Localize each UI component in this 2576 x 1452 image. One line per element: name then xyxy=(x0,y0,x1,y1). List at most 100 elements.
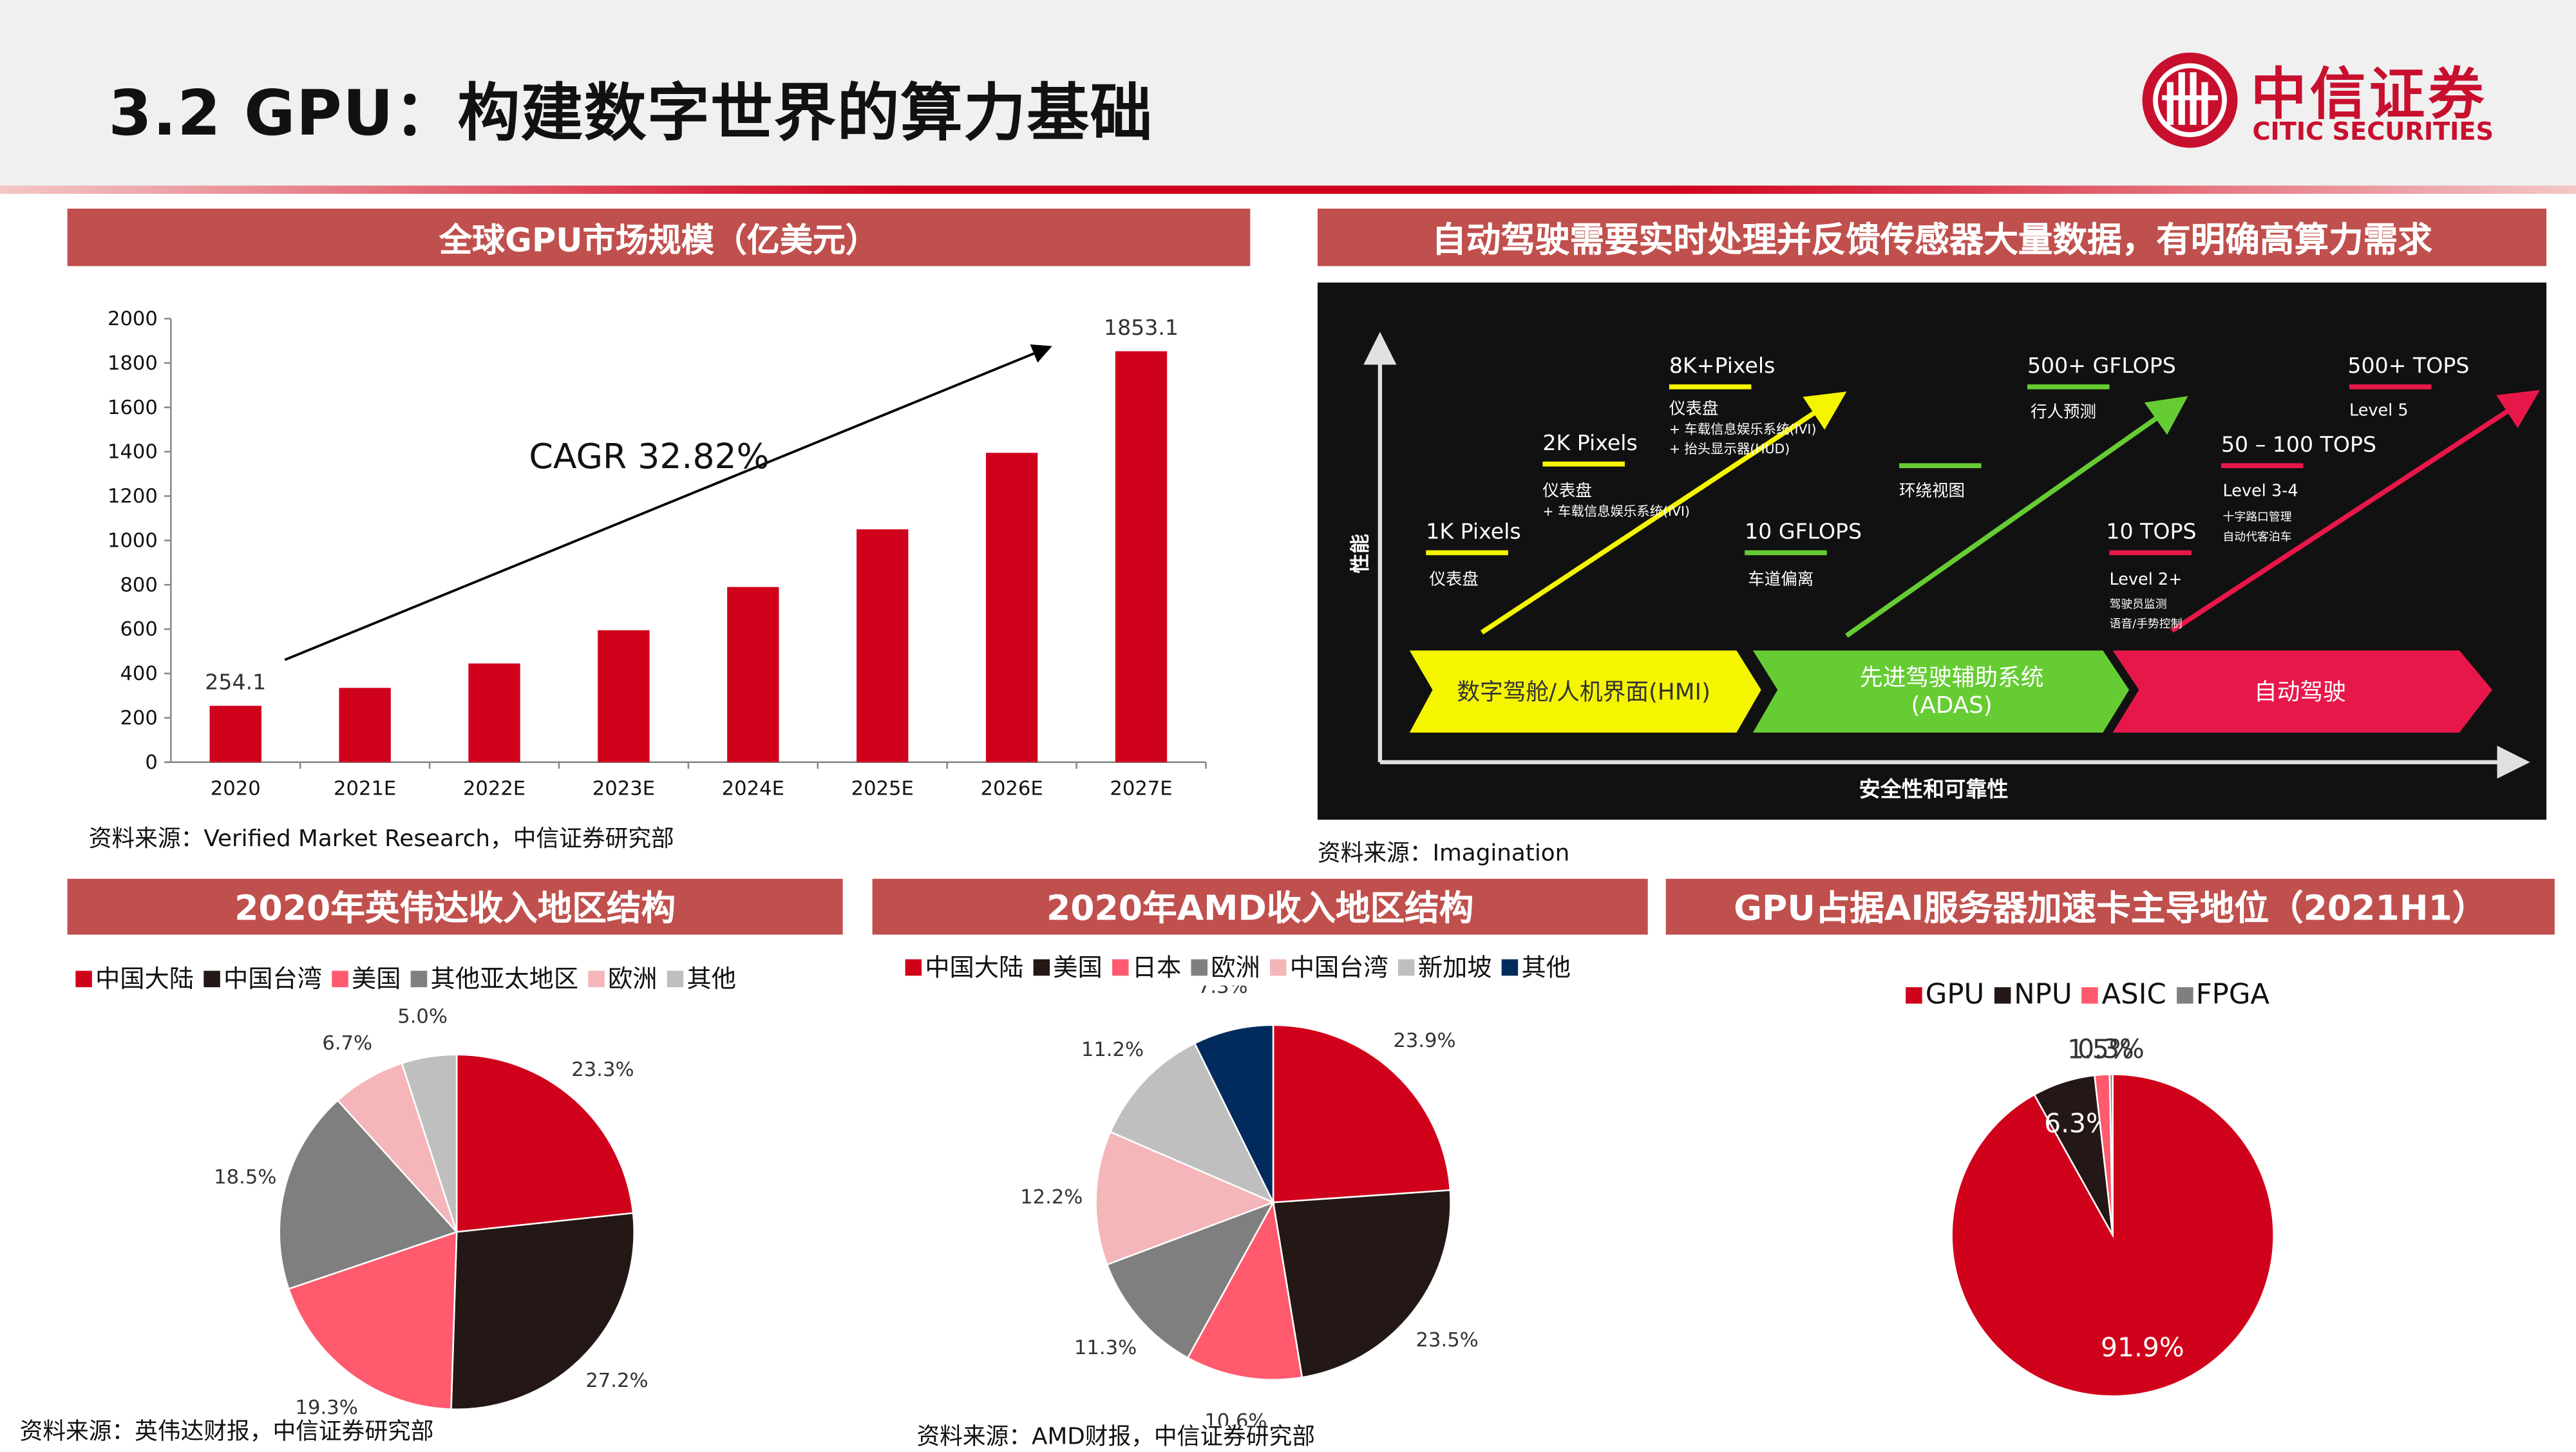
legend-swatch xyxy=(1994,987,2011,1004)
stage-autonomous-label: 自动驾驶 xyxy=(2254,679,2346,706)
pie-slice xyxy=(287,1230,458,1410)
label-8k-sub: 仪表盘 xyxy=(1669,399,1719,419)
legend-item: 美国 xyxy=(332,961,401,995)
trend-arrow-yellow xyxy=(1480,391,1847,635)
legend-label: 美国 xyxy=(351,964,401,994)
legend-item: 其他 xyxy=(1501,949,1571,984)
pie-slice xyxy=(1193,1024,1274,1203)
label-50-100-tops-sub3: 自动代客泊车 xyxy=(2223,530,2292,543)
pie-slice xyxy=(1186,1200,1303,1381)
label-1k-sub: 仪表盘 xyxy=(1429,570,1479,589)
amd-section-title: 2020年AMD收入地区结构 xyxy=(872,878,1648,935)
label-10-gflops: 10 GFLOPS xyxy=(1745,519,1862,544)
legend-label: 其他亚太地区 xyxy=(430,964,579,994)
label-500-gflops-sub: 行人预测 xyxy=(2031,402,2096,422)
legend-item: 美国 xyxy=(1033,949,1103,984)
pie-value-label: 6.7% xyxy=(322,1032,372,1055)
x-tick-label: 2025E xyxy=(851,778,914,800)
legend-item: 欧洲 xyxy=(1191,949,1260,984)
ai-accelerator-pie-chart: 91.9%6.3%1.5%0.3% xyxy=(1951,1033,2275,1397)
pie-slice xyxy=(1272,1024,1452,1203)
x-tick-label: 2023E xyxy=(592,778,655,800)
pie-slice xyxy=(2108,1073,2114,1236)
pie-slice xyxy=(450,1212,635,1411)
bar-data-label: 254.1 xyxy=(205,670,266,695)
nvidia-legend: 中国大陆 中国台湾 美国 其他亚太地区 欧洲 其他 xyxy=(75,961,736,995)
legend-swatch xyxy=(332,970,348,986)
stage-hmi-label: 数字驾舱/人机界面(HMI) xyxy=(1457,679,1710,706)
label-8k-sub2: + 车载信息娱乐系统(IVI) xyxy=(1669,421,1817,437)
x-tick-label: 2027E xyxy=(1110,778,1172,800)
legend-swatch xyxy=(410,970,428,986)
legend-item: 中国大陆 xyxy=(905,949,1023,984)
legend-label: 欧洲 xyxy=(1211,952,1260,983)
legend-swatch xyxy=(75,970,92,986)
legend-label: FPGA xyxy=(2195,979,2270,1012)
x-tick-label: 2026E xyxy=(980,778,1043,800)
legend-swatch xyxy=(905,958,922,976)
amd-pie-chart: 23.9% 23.5% 10.6% 11.3% 12.2% 11.2% 7.3% xyxy=(1020,986,1479,1426)
page-title: 3.2 GPU：构建数字世界的算力基础 xyxy=(108,77,1153,150)
y-tick-label: 400 xyxy=(120,663,157,685)
legend-item: 中国台湾 xyxy=(204,961,322,995)
pie-slice xyxy=(1109,1042,1275,1204)
ai-accelerator-legend: GPU NPU ASIC FPGA xyxy=(1906,979,2269,1012)
label-500-tops-underline xyxy=(2349,384,2432,390)
legend-item: ASIC xyxy=(2081,979,2166,1012)
pie-value-label: 23.3% xyxy=(571,1059,634,1081)
legend-swatch xyxy=(667,970,684,986)
legend-label: 中国台湾 xyxy=(1289,952,1388,983)
legend-label: NPU xyxy=(2014,979,2072,1012)
label-500-gflops: 500+ GFLOPS xyxy=(2027,353,2176,378)
legend-label: 其他 xyxy=(1521,952,1571,983)
autonomous-driving-diagram: 性能 安全性和可靠性 数字驾舱/人机界面(HMI) 先进驾驶辅助系统(ADAS)… xyxy=(1317,282,2547,820)
legend-label: 新加坡 xyxy=(1417,952,1492,983)
citic-logo-icon xyxy=(2142,52,2238,148)
y-tick-label: 1200 xyxy=(108,486,158,508)
bar xyxy=(985,453,1038,762)
legend-item: 欧洲 xyxy=(588,961,658,995)
y-tick-label: 1400 xyxy=(108,441,158,464)
pie-value-label: 23.5% xyxy=(1416,1329,1479,1352)
pie-value-label: 91.9% xyxy=(2101,1332,2184,1362)
label-10-tops-sub2: 驾驶员监测 xyxy=(2110,598,2167,611)
pie-slice xyxy=(336,1062,458,1233)
x-tick-label: 2020 xyxy=(211,778,261,800)
y-tick-label: 200 xyxy=(120,707,157,730)
label-10-tops-underline xyxy=(2109,550,2192,556)
pie-value-label: 11.3% xyxy=(1074,1337,1137,1359)
label-8k-pixels: 8K+Pixels xyxy=(1669,353,1776,378)
stage-adas-label-line: 先进驾驶辅助系统 xyxy=(1860,665,2044,691)
pie-value-label: 5.0% xyxy=(397,1005,448,1028)
label-50-100-tops: 50 – 100 TOPS xyxy=(2221,432,2376,457)
bar xyxy=(598,630,650,762)
legend-swatch xyxy=(1398,958,1415,976)
bar xyxy=(339,688,391,762)
pie-value-label: 19.3% xyxy=(296,1397,358,1419)
pie-value-label: 18.5% xyxy=(214,1166,276,1189)
pie-slice xyxy=(1106,1200,1275,1359)
legend-label: 中国大陆 xyxy=(95,964,194,994)
bar-data-label: 1853.1 xyxy=(1104,315,1179,340)
label-surround-underline xyxy=(1899,463,1982,469)
stage-adas-label-line: (ADAS) xyxy=(1911,692,1992,719)
y-tick-label: 1000 xyxy=(108,529,158,552)
label-10-tops-sub3: 语音/手势控制 xyxy=(2110,617,2183,630)
legend-swatch xyxy=(2176,987,2193,1004)
legend-swatch xyxy=(1112,958,1129,976)
legend-label: 其他 xyxy=(687,964,737,994)
stage-autonomous xyxy=(2112,650,2492,733)
bar xyxy=(727,587,779,762)
nvidia-pie-chart: 23.3% 27.2% 19.3% 18.5% 6.7% 5.0% xyxy=(214,1005,648,1419)
legend-item: 日本 xyxy=(1112,949,1181,984)
logo-name-en: CITIC SECURITIES xyxy=(2252,117,2494,147)
label-2k-pixels: 2K Pixels xyxy=(1542,430,1637,455)
pie-value-label: 7.3% xyxy=(1198,986,1248,999)
amd-legend: 中国大陆 美国 日本 欧洲 中国台湾 新加坡 其他 xyxy=(905,949,1571,984)
bar xyxy=(209,706,261,762)
logo-name-cn: 中信证券 xyxy=(2250,62,2488,128)
x-tick-label: 2022E xyxy=(463,778,526,800)
label-2k-sub: 仪表盘 xyxy=(1542,481,1592,500)
pie-slice xyxy=(1272,1189,1452,1379)
